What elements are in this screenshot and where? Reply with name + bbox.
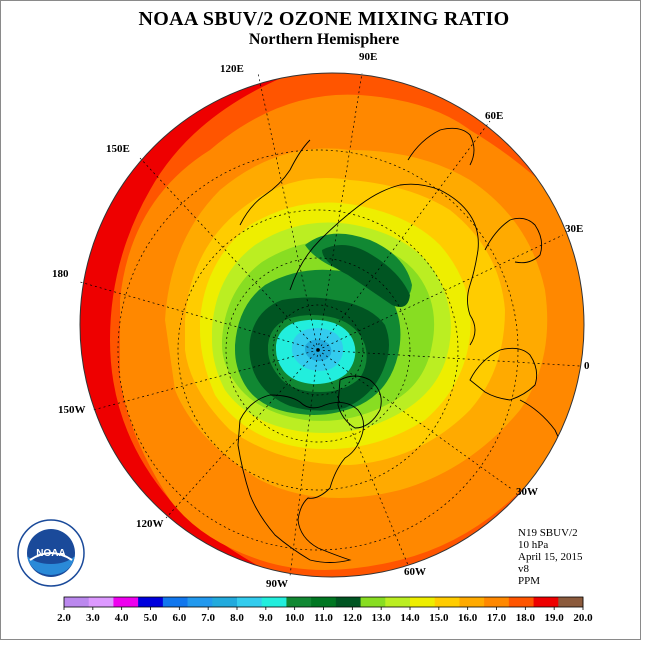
logo-noaa-text: NOAA xyxy=(36,548,65,559)
color-swatch xyxy=(212,597,238,607)
info-date: April 15, 2015 xyxy=(518,551,583,563)
coast-india xyxy=(407,127,475,166)
color-swatch xyxy=(459,597,485,607)
meridian-90e xyxy=(317,72,363,351)
coastlines xyxy=(237,127,563,563)
latitude-circles xyxy=(117,149,519,551)
lon-label-90e: 90E xyxy=(359,51,378,63)
color-bar-tick-label: 12.0 xyxy=(343,612,363,624)
color-bar-tick-label: 8.0 xyxy=(230,612,244,624)
color-bar-tick-label: 7.0 xyxy=(201,612,215,624)
color-swatch xyxy=(484,597,510,607)
lat-circle-50 xyxy=(225,257,411,443)
lon-label-0: 0 xyxy=(584,360,590,372)
meridian-30e xyxy=(317,234,564,351)
color-swatch xyxy=(286,597,312,607)
meridian-150e xyxy=(139,157,319,351)
color-bar-tick-label: 16.0 xyxy=(458,612,478,624)
meridian-180 xyxy=(79,281,319,351)
color-bar-tick-label: 13.0 xyxy=(372,612,392,624)
color-bar-tick-label: 9.0 xyxy=(259,612,273,624)
color-bar-tick-label: 4.0 xyxy=(115,612,129,624)
lon-label-30w: 30W xyxy=(516,486,538,498)
color-bar-tick-label: 19.0 xyxy=(545,612,565,624)
map-disc-border xyxy=(79,72,585,578)
coast-greenland xyxy=(337,375,382,429)
figure-frame xyxy=(0,0,641,640)
lon-label-60e: 60E xyxy=(485,110,504,122)
coast-middle-east xyxy=(484,217,543,264)
color-bar-tick-label: 18.0 xyxy=(516,612,536,624)
coast-north-america xyxy=(237,394,364,563)
color-swatch xyxy=(64,597,90,607)
color-swatch xyxy=(113,597,139,607)
noaa-logo-icon: NOAA xyxy=(17,519,85,587)
color-swatch xyxy=(261,597,287,607)
lon-label-60w: 60W xyxy=(404,566,426,578)
color-swatch xyxy=(410,597,436,607)
meridian-150w xyxy=(92,349,319,411)
color-bar-tick-label: 11.0 xyxy=(314,612,333,624)
product-info: N19 SBUV/2 10 hPa April 15, 2015 v8 PPM xyxy=(518,527,582,587)
lon-label-150e: 150E xyxy=(106,143,130,155)
color-swatch xyxy=(162,597,188,607)
color-swatch xyxy=(311,597,337,607)
lat-circle-30 xyxy=(177,209,459,491)
meridian-30w xyxy=(317,349,514,491)
map-title: NOAA SBUV/2 OZONE MIXING RATIO xyxy=(138,8,510,30)
color-bar-tick-label: 10.0 xyxy=(285,612,305,624)
lat-circle-10 xyxy=(117,149,519,551)
coast-europe xyxy=(469,347,538,401)
meridian-0 xyxy=(317,349,581,367)
info-instrument: N19 SBUV/2 xyxy=(518,527,578,539)
color-bar-tick-label: 3.0 xyxy=(86,612,100,624)
info-units: PPM xyxy=(518,575,541,587)
color-swatch xyxy=(360,597,386,607)
map-subtitle: Northern Hemisphere xyxy=(248,31,400,48)
color-bar-tick-label: 14.0 xyxy=(400,612,420,624)
color-swatch xyxy=(237,597,263,607)
color-swatch xyxy=(434,597,460,607)
color-bar-tick-label: 20.0 xyxy=(573,612,593,624)
color-bar-tick-label: 17.0 xyxy=(487,612,507,624)
color-swatch xyxy=(558,597,584,607)
meridian-120e xyxy=(257,72,319,351)
info-version: v8 xyxy=(518,563,529,575)
lon-label-120e: 120E xyxy=(220,63,244,75)
meridians xyxy=(79,72,581,577)
color-swatch xyxy=(335,597,361,607)
info-level: 10 hPa xyxy=(518,539,549,551)
lon-label-30e: 30E xyxy=(565,223,584,235)
color-swatch xyxy=(88,597,114,607)
color-swatch xyxy=(187,597,213,607)
meridian-60w xyxy=(317,349,409,566)
color-bar-tick-label: 6.0 xyxy=(172,612,186,624)
lon-label-120w: 120W xyxy=(136,518,164,530)
color-scale-bar: 2.0 3.0 4.0 5.0 6.0 7.0 8.0 9.0 10.0 11.0 12.0 13.0… xyxy=(57,596,593,624)
coast-eurasia-north xyxy=(289,183,479,346)
lon-label-180: 180 xyxy=(52,268,69,280)
lat-circle-70 xyxy=(272,304,364,396)
lon-label-90w: 90W xyxy=(266,578,288,590)
color-swatch xyxy=(138,597,164,607)
color-swatch xyxy=(533,597,559,607)
coast-east-asia xyxy=(239,139,311,226)
color-swatch xyxy=(508,597,534,607)
color-bar-tick-label: 15.0 xyxy=(429,612,449,624)
color-swatch xyxy=(385,597,411,607)
color-bar-tick-label: 5.0 xyxy=(144,612,158,624)
color-bar-tick-label: 2.0 xyxy=(57,612,71,624)
field-band-11-lobe xyxy=(322,245,410,308)
field-band-20-west xyxy=(80,73,330,577)
lon-label-150w: 150W xyxy=(58,404,86,416)
